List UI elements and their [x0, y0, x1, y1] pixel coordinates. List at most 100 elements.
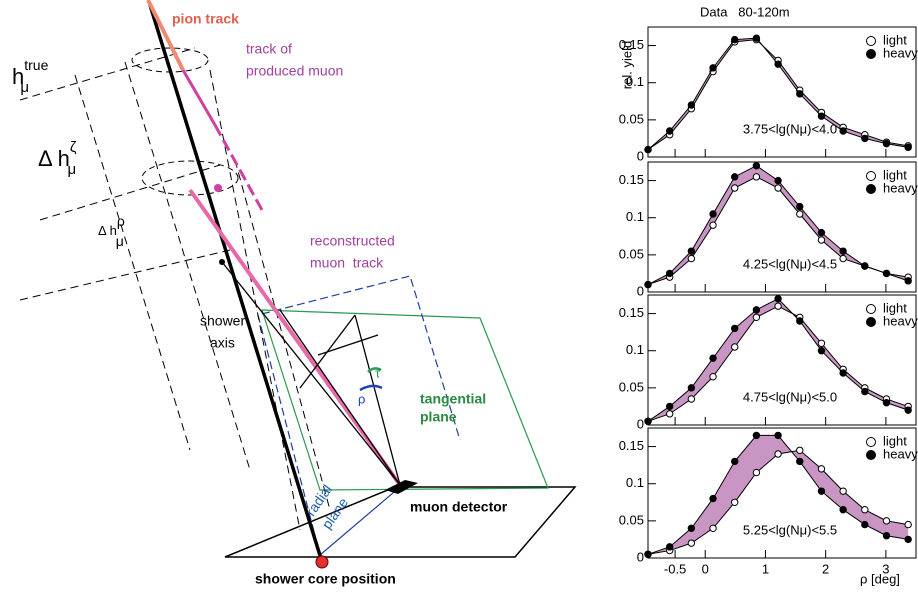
point	[775, 296, 781, 302]
point	[818, 348, 824, 354]
label-part: μ	[20, 79, 29, 96]
plot-frame	[648, 162, 916, 292]
y-tick-label: 0.05	[619, 512, 644, 527]
label-part: ρ	[117, 213, 125, 229]
label-part: μ	[116, 233, 124, 249]
x-tick-label: 1	[762, 561, 769, 576]
annotation: 4.75<lg(Nμ)<5.0	[743, 389, 837, 404]
muon-track-dashed	[215, 125, 262, 210]
legend-marker	[867, 185, 876, 194]
point	[775, 61, 781, 67]
y-tick-label: 0.15	[619, 305, 644, 320]
point	[753, 307, 759, 313]
point	[753, 314, 759, 320]
point	[797, 203, 803, 209]
point	[732, 344, 738, 350]
point	[797, 211, 803, 217]
point	[645, 281, 651, 287]
point	[818, 237, 824, 243]
label: pion track	[172, 11, 239, 27]
point	[666, 403, 672, 409]
point	[775, 451, 781, 457]
point	[818, 340, 824, 346]
point	[862, 135, 868, 141]
chart-title: Data 80-120m	[700, 4, 790, 19]
label: track of	[246, 41, 292, 57]
label: Δ hζμ	[38, 139, 77, 178]
diagram	[20, 0, 575, 568]
muon-origin-dot	[214, 184, 222, 192]
y-tick-label: 0	[637, 416, 644, 431]
point	[732, 36, 738, 42]
label: shower core position	[255, 571, 396, 587]
y-tick-label: 0.05	[619, 111, 644, 126]
figure: pion track track of produced muon recons…	[0, 0, 918, 597]
point	[862, 388, 868, 394]
point	[710, 222, 716, 228]
point	[905, 278, 911, 284]
point	[775, 303, 781, 309]
point	[862, 507, 868, 513]
point	[818, 113, 824, 119]
point	[840, 128, 846, 134]
label-part: Δ h	[98, 223, 117, 238]
label: τ	[375, 365, 381, 380]
label-part: true	[24, 57, 48, 73]
muon-track-line	[183, 70, 215, 125]
rho-arc	[360, 386, 382, 390]
annotation: 5.25<lg(Nμ)<5.5	[743, 522, 837, 537]
x-tick-label: -0.5	[664, 561, 686, 576]
point	[688, 255, 694, 261]
point	[797, 91, 803, 97]
legend-marker	[867, 451, 876, 460]
point	[775, 185, 781, 191]
point	[732, 499, 738, 505]
point	[797, 458, 803, 464]
point	[710, 65, 716, 71]
point	[775, 432, 781, 438]
charts: 00.050.10.15Data 80-120mrel. yieldlighth…	[619, 4, 918, 586]
shower-axis-line	[150, 5, 322, 562]
point	[840, 488, 846, 494]
label: reconstructed	[310, 233, 395, 249]
y-tick-label: 0.05	[619, 246, 644, 261]
point	[883, 140, 889, 146]
point	[666, 128, 672, 134]
y-tick-label: 0	[637, 283, 644, 298]
ground-plane	[225, 487, 575, 557]
point	[753, 35, 759, 41]
plot-frame	[648, 27, 916, 157]
y-tick-label: 0	[637, 549, 644, 564]
y-tick-label: 0.1	[626, 342, 644, 357]
x-tick-label: 2	[822, 561, 829, 576]
legend-marker	[867, 305, 876, 314]
point	[753, 174, 759, 180]
label-part: Δ h	[38, 146, 70, 171]
point	[862, 263, 868, 269]
y-tick-label: 0.1	[626, 209, 644, 224]
point	[710, 374, 716, 380]
point	[732, 185, 738, 191]
label: plane	[420, 409, 457, 425]
point	[666, 411, 672, 417]
point	[688, 540, 694, 546]
point	[905, 521, 911, 527]
point	[883, 270, 889, 276]
annotation: 4.25<lg(Nμ)<4.5	[743, 256, 837, 271]
legend-marker	[867, 318, 876, 327]
point	[645, 418, 651, 424]
point	[840, 370, 846, 376]
label: axis	[210, 335, 235, 351]
y-tick-label: 0.05	[619, 379, 644, 394]
legend-label: heavy	[883, 45, 918, 60]
label-part: μ	[67, 161, 76, 178]
point	[775, 177, 781, 183]
point	[666, 270, 672, 276]
point	[710, 355, 716, 361]
point	[753, 163, 759, 169]
point	[645, 146, 651, 152]
point	[840, 255, 846, 261]
point	[645, 551, 651, 557]
y-tick-label: 0.1	[626, 475, 644, 490]
